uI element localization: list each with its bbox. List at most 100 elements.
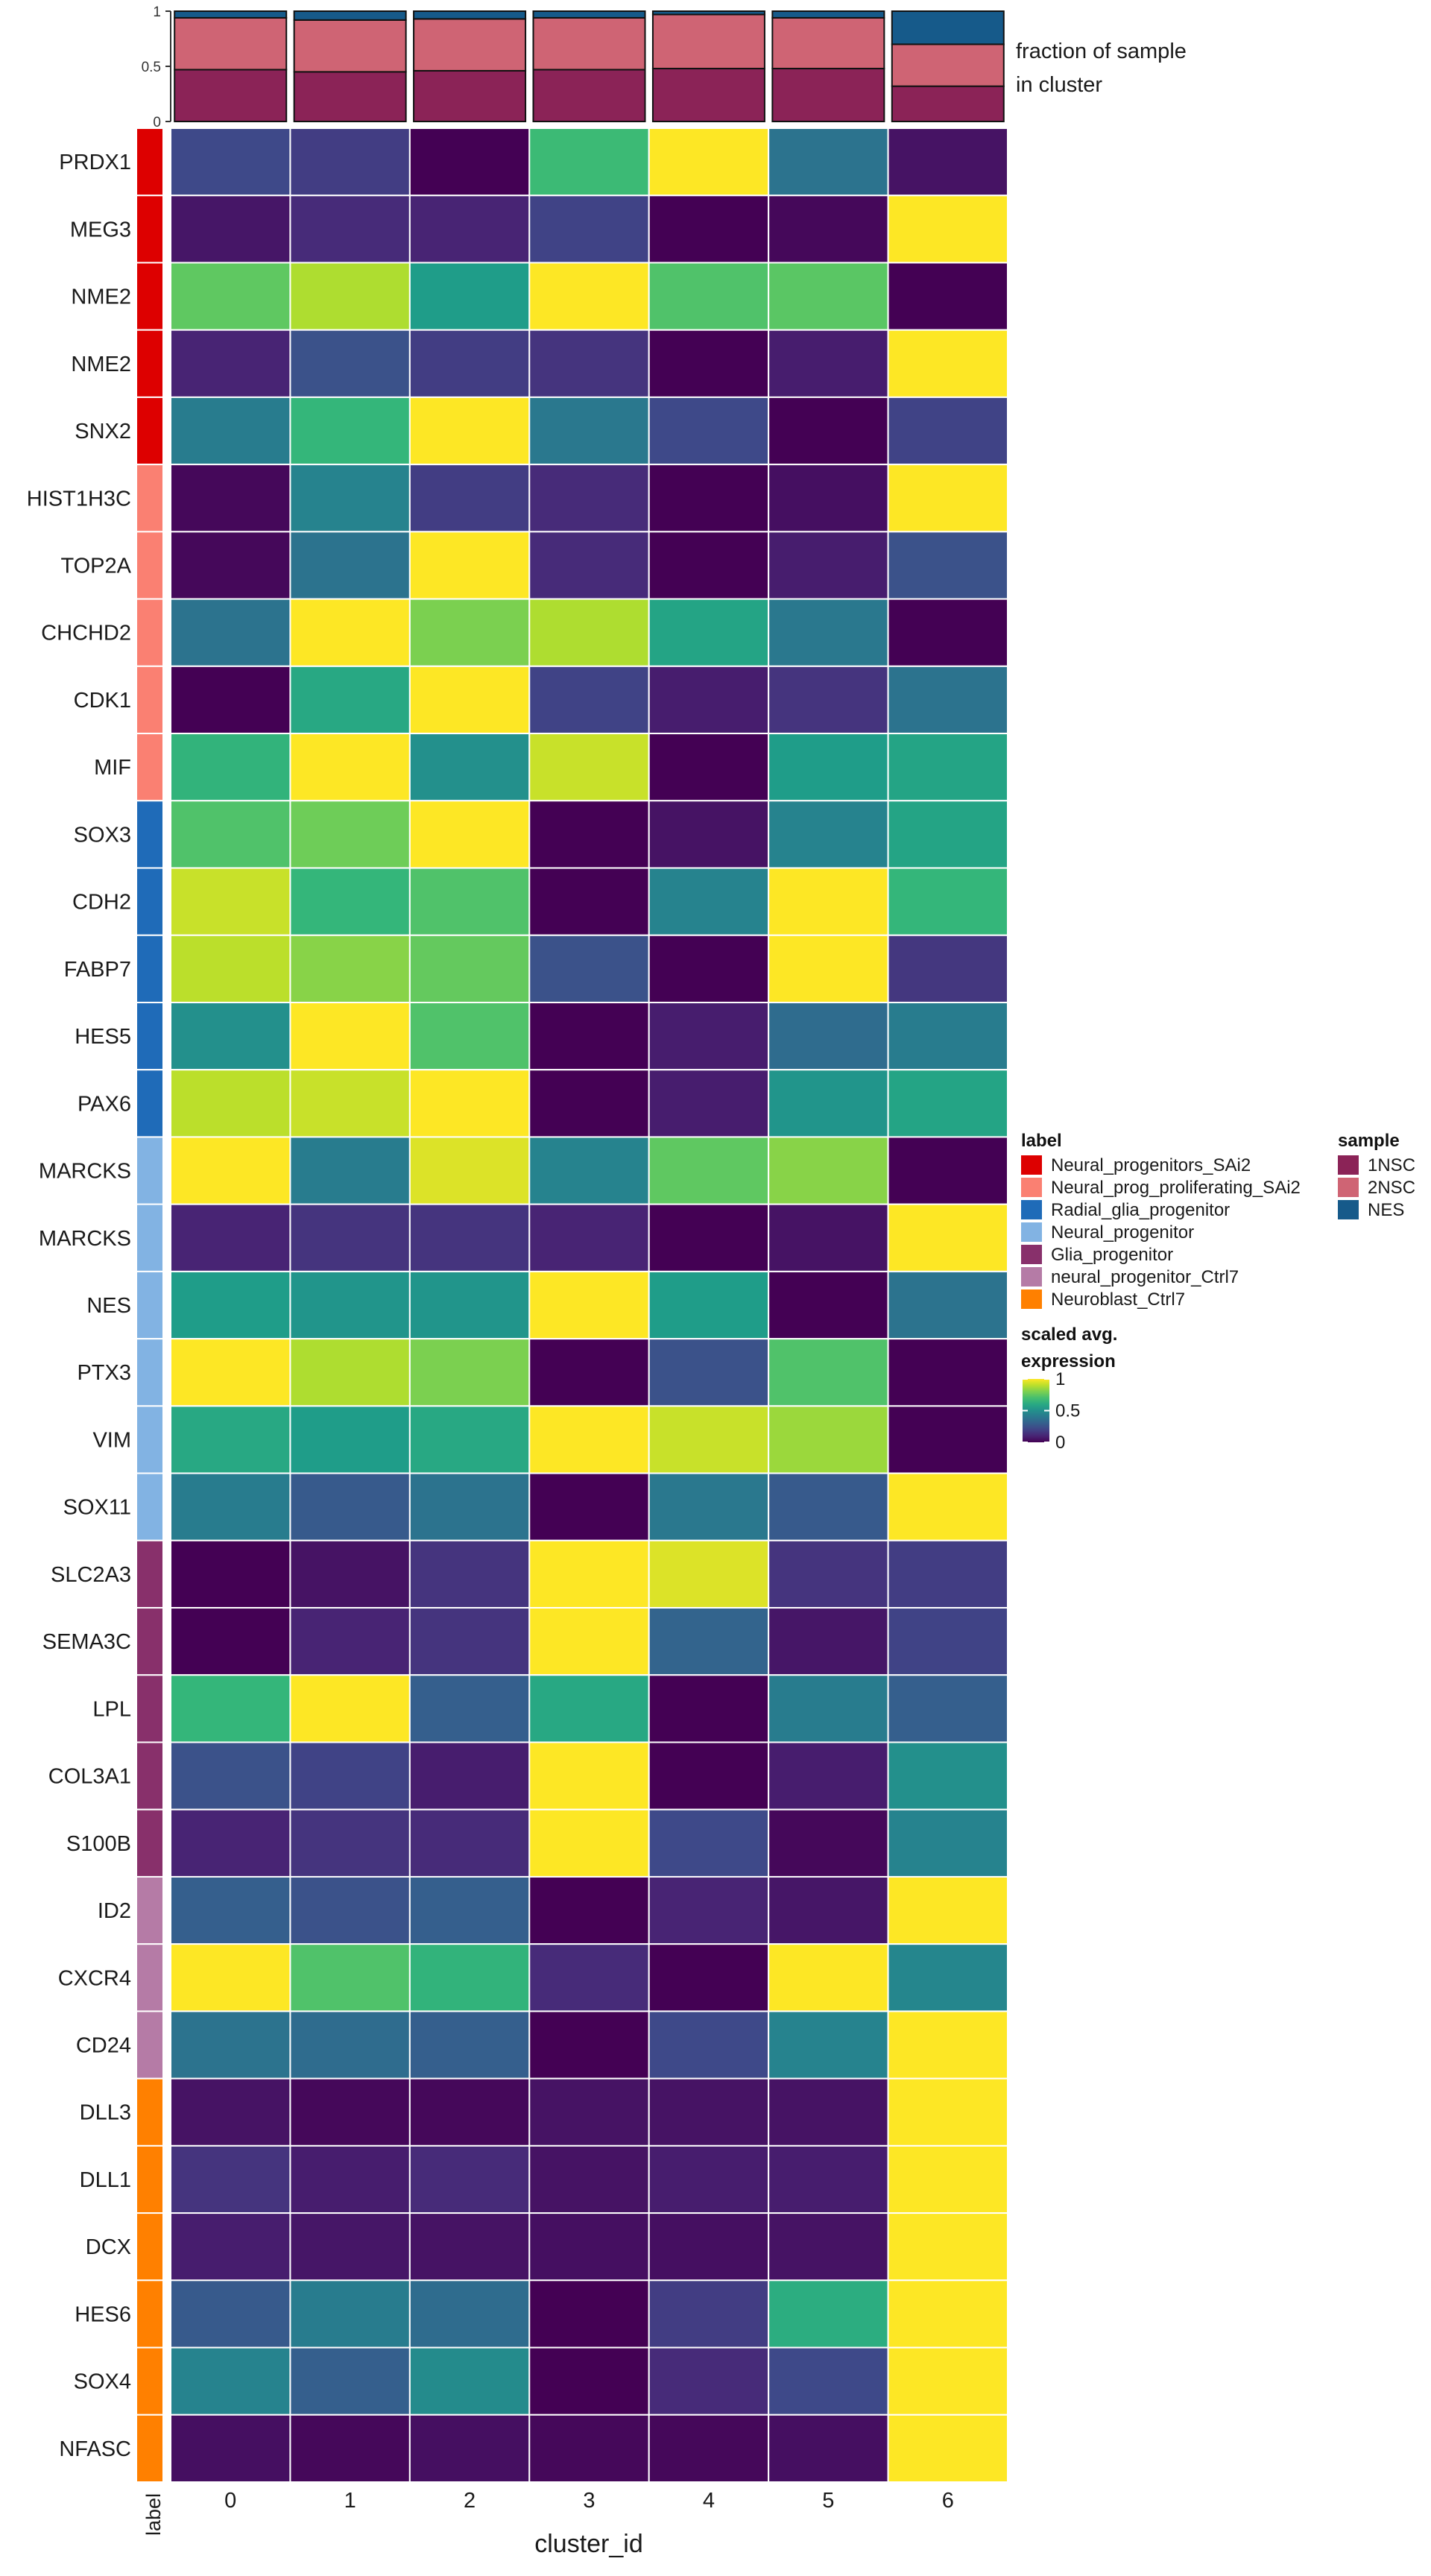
colorbar-tick-label: 0.5 — [1055, 1401, 1080, 1421]
heatmap-cell — [887, 2010, 1008, 2080]
label-annotation-cell — [136, 195, 164, 264]
fraction-y-tick-label: 0.5 — [142, 60, 161, 75]
x-tick-label: 6 — [942, 2489, 954, 2513]
heatmap-cell — [408, 2212, 531, 2282]
label-legend-swatch — [1021, 1222, 1042, 1242]
heatmap-cell — [528, 1338, 650, 1407]
label-annotation-cell — [136, 1808, 164, 1878]
heatmap-cell — [768, 1674, 889, 1743]
heatmap-cell — [170, 195, 291, 264]
heatmap-cell — [648, 1203, 770, 1272]
label-legend-entry: neural_progenitor_Ctrl7 — [1051, 1267, 1239, 1287]
x-axis-title: cluster_id — [534, 2530, 643, 2558]
heatmap-cell — [289, 2010, 411, 2080]
heatmap-cell — [170, 1808, 291, 1878]
fraction-bar-segment — [651, 10, 765, 16]
heatmap-cell — [528, 665, 650, 735]
heatmap-cell — [289, 1405, 411, 1474]
fraction-bar-segment — [891, 43, 1005, 87]
heatmap-cell — [170, 1203, 291, 1272]
heatmap-cell — [768, 1539, 889, 1609]
heatmap-cell — [408, 396, 531, 466]
heatmap-cell — [887, 262, 1008, 331]
gene-label: VIM — [92, 1428, 131, 1452]
heatmap-cell — [528, 396, 650, 466]
heatmap-cell — [768, 934, 889, 1003]
fraction-y-tick-label: 1 — [153, 4, 161, 20]
gene-label: NME2 — [71, 285, 131, 309]
heatmap-cell — [289, 934, 411, 1003]
label-legend-swatch — [1021, 1289, 1042, 1309]
heatmap-cell — [408, 127, 531, 197]
label-legend-entry: Neural_progenitor — [1051, 1222, 1194, 1243]
fraction-bar-segment — [651, 67, 765, 122]
label-legend: label Neural_progenitors_SAi2 Neural_prog_… — [1021, 1131, 1301, 1310]
label-annotation-cell — [136, 1136, 164, 1205]
heatmap-cell — [170, 1270, 291, 1340]
heatmap-cell — [648, 1875, 770, 1945]
heatmap-cell — [648, 1069, 770, 1138]
heatmap-cell — [887, 329, 1008, 398]
sample-legend-swatch — [1338, 1200, 1359, 1219]
label-annotation-cell — [136, 665, 164, 735]
heatmap-cell — [648, 2212, 770, 2282]
heatmap-cell — [887, 1674, 1008, 1743]
gene-label: COL3A1 — [48, 1765, 131, 1789]
fraction-bar-segment — [293, 71, 407, 122]
heatmap-cell — [768, 1808, 889, 1878]
heatmap-cell — [648, 1674, 770, 1743]
label-annotation-cell — [136, 1674, 164, 1743]
fraction-bar-segment — [532, 10, 646, 19]
heatmap-cell — [528, 1674, 650, 1743]
heatmap-cell — [528, 1136, 650, 1205]
x-tick-label: 2 — [464, 2489, 476, 2513]
heatmap-cell — [887, 1741, 1008, 1811]
heatmap-cell — [170, 665, 291, 735]
heatmap-cell — [408, 464, 531, 533]
gene-label: DLL1 — [80, 2168, 131, 2192]
heatmap-cell — [170, 464, 291, 533]
label-legend-entry: Neuroblast_Ctrl7 — [1051, 1289, 1185, 1310]
heatmap-cell — [648, 1607, 770, 1676]
heatmap-cell — [768, 1405, 889, 1474]
heatmap-cell — [170, 1607, 291, 1676]
heatmap-cell — [408, 1069, 531, 1138]
fraction-bar-segment — [413, 18, 527, 72]
heatmap-cell — [887, 2144, 1008, 2214]
heatmap-cell — [648, 2077, 770, 2147]
heatmap-cell — [648, 867, 770, 936]
label-legend-entry: Radial_glia_progenitor — [1051, 1200, 1230, 1220]
heatmap-cell — [170, 1472, 291, 1541]
sample-legend-swatch — [1338, 1178, 1359, 1197]
heatmap-cell — [170, 262, 291, 331]
gene-label: SLC2A3 — [51, 1563, 131, 1587]
heatmap-cell — [887, 2077, 1008, 2147]
heatmap-cell — [768, 1203, 889, 1272]
heatmap-cell — [408, 1203, 531, 1272]
heatmap-cell — [170, 1674, 291, 1743]
gene-label: MIF — [94, 756, 131, 780]
label-annotation-cell — [136, 2414, 164, 2484]
heatmap-cell — [887, 1203, 1008, 1272]
heatmap-cell — [887, 2346, 1008, 2416]
label-annotation-cell — [136, 2212, 164, 2282]
gene-label: MARCKS — [39, 1160, 131, 1184]
gene-label: SOX11 — [63, 1496, 131, 1520]
heatmap-cell — [289, 464, 411, 533]
heatmap-cell — [528, 1069, 650, 1138]
heatmap-cell — [289, 1741, 411, 1811]
colorbar-tick-label: 1 — [1055, 1369, 1065, 1389]
heatmap-cell — [887, 2279, 1008, 2349]
heatmap-cell — [408, 1808, 531, 1878]
gene-label: HES6 — [75, 2302, 131, 2326]
label-annotation-cell — [136, 1270, 164, 1340]
fraction-plot-label: in cluster — [1016, 73, 1102, 97]
heatmap — [170, 127, 1008, 2484]
label-annotation-cell — [136, 396, 164, 466]
heatmap-cell — [528, 1001, 650, 1071]
sample-legend-entry: 2NSC — [1368, 1178, 1415, 1198]
gene-label: NME2 — [71, 353, 131, 376]
heatmap-cell — [768, 2279, 889, 2349]
heatmap-cell — [648, 2279, 770, 2349]
